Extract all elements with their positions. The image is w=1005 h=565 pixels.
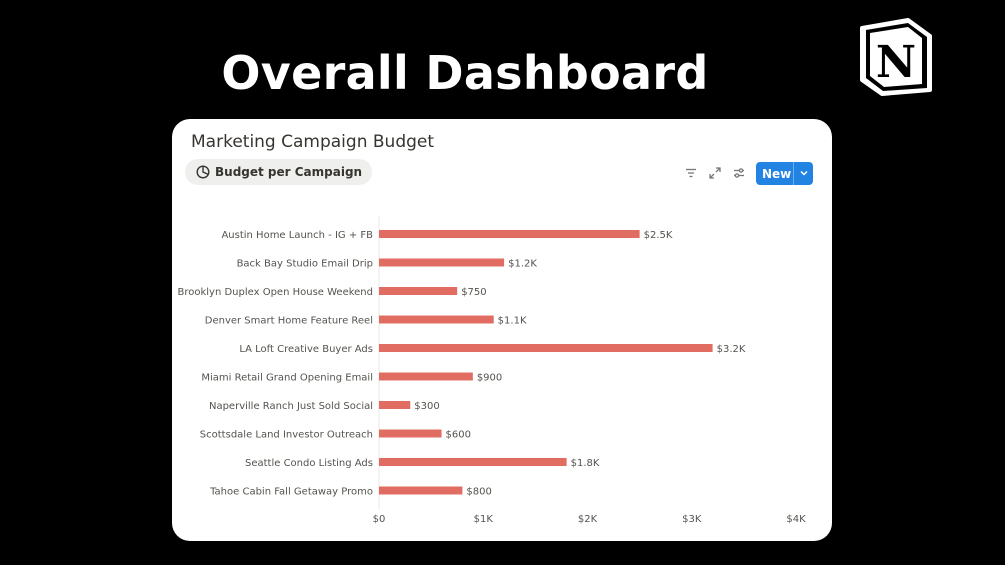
view-tab-label: Budget per Campaign <box>215 165 363 179</box>
category-label: Brooklyn Duplex Open House Weekend <box>177 287 373 298</box>
filter-icon[interactable] <box>684 166 698 180</box>
svg-text:N: N <box>876 37 916 88</box>
category-label: Austin Home Launch - IG + FB <box>221 230 373 241</box>
category-label: Back Bay Studio Email Drip <box>237 259 373 270</box>
data-label: $600 <box>446 430 471 441</box>
x-tick-label: $2K <box>578 514 598 525</box>
expand-icon[interactable] <box>708 166 722 180</box>
view-tab-budget-per-campaign[interactable]: Budget per Campaign <box>185 159 373 185</box>
category-label: Miami Retail Grand Opening Email <box>201 373 373 384</box>
bar <box>379 486 463 495</box>
x-tick-label: $1K <box>474 514 494 525</box>
x-tick-label: $0 <box>373 514 386 525</box>
bar <box>379 258 505 267</box>
data-label: $800 <box>466 487 491 498</box>
new-button[interactable]: New <box>756 162 813 185</box>
bar <box>379 429 442 438</box>
page-headline: Overall Dashboard <box>221 46 709 100</box>
bar-chart: Austin Home Launch - IG + FB $2.5K Back Ba… <box>177 216 806 525</box>
category-label: Seattle Condo Listing Ads <box>245 458 373 469</box>
category-label: LA Loft Creative Buyer Ads <box>239 344 373 355</box>
category-label: Tahoe Cabin Fall Getaway Promo <box>209 487 373 498</box>
data-label: $2.5K <box>644 230 673 241</box>
category-label: Naperville Ranch Just Sold Social <box>209 401 373 412</box>
notion-logo-icon: N <box>860 18 932 96</box>
new-button-divider <box>793 162 794 185</box>
x-tick-label: $3K <box>682 514 702 525</box>
data-label: $900 <box>477 373 502 384</box>
data-label: $1.2K <box>508 259 537 270</box>
chevron-down-icon[interactable] <box>799 168 809 178</box>
category-label: Scottsdale Land Investor Outreach <box>200 430 373 441</box>
bar <box>379 344 713 352</box>
data-label: $1.1K <box>498 316 527 327</box>
data-label: $3.2K <box>717 344 746 355</box>
bar <box>379 401 411 409</box>
category-label: Denver Smart Home Feature Reel <box>205 316 373 327</box>
bar <box>379 372 473 381</box>
data-label: $750 <box>461 287 486 298</box>
data-label: $300 <box>414 401 439 412</box>
card-title: Marketing Campaign Budget <box>191 132 435 152</box>
bar <box>379 315 494 324</box>
new-button-label: New <box>762 167 792 181</box>
x-tick-label: $4K <box>786 514 806 525</box>
chart-card: Marketing Campaign Budget Budget per Cam… <box>172 119 832 541</box>
sliders-icon[interactable] <box>732 166 746 180</box>
bar <box>379 287 458 295</box>
data-label: $1.8K <box>571 458 600 469</box>
bar <box>379 230 640 238</box>
pie-chart-icon <box>196 165 210 179</box>
bar <box>379 458 567 466</box>
